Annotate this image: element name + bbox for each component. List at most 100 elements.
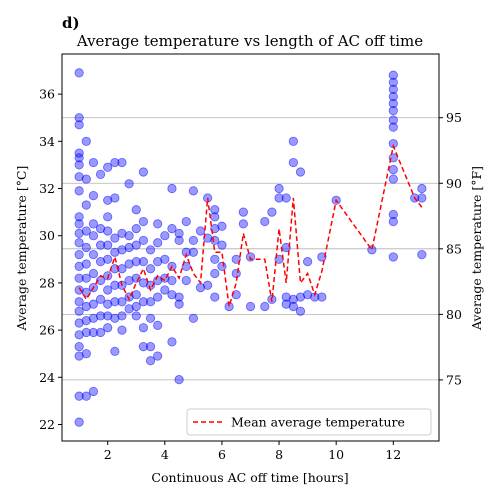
scatter-point-135 [174, 375, 184, 385]
x-tick-label-0: 2 [104, 447, 112, 462]
scatter-point-25 [81, 174, 91, 184]
scatter-point-41 [88, 249, 99, 260]
scatter-point-87 [124, 259, 134, 269]
scatter-point-20 [74, 342, 84, 352]
scatter-point-11 [74, 238, 84, 248]
scatter-point-192 [388, 70, 398, 80]
scatter-point-160 [231, 254, 241, 264]
scatter-point-122 [160, 254, 170, 264]
scatter-point-10 [74, 228, 84, 238]
y-right-tick-label-2: 85 [446, 241, 462, 256]
scatter-point-150 [210, 212, 220, 222]
scatter-point-147 [203, 233, 213, 243]
scatter-point-185 [303, 257, 313, 267]
scatter-point-64 [103, 299, 113, 309]
scatter-point-196 [388, 98, 398, 109]
scatter-point-118 [153, 292, 163, 302]
scatter-point-174 [281, 193, 291, 203]
y-right-tick-label-0: 75 [446, 372, 462, 387]
scatter-point-189 [317, 292, 327, 302]
scatter-point-24 [81, 136, 91, 146]
scatter-point-35 [81, 349, 91, 359]
scatter-point-19 [74, 330, 84, 340]
scatter-point-113 [145, 342, 156, 352]
scatter-point-82 [117, 311, 127, 321]
scatter-point-164 [238, 219, 248, 229]
scatter-point-209 [417, 193, 427, 203]
scatter-point-60 [103, 240, 113, 250]
scatter-point-166 [245, 301, 256, 312]
scatter-point-198 [388, 115, 398, 125]
scatter-point-125 [167, 183, 177, 194]
scatter-point-138 [181, 261, 191, 271]
scatter-point-148 [203, 280, 213, 290]
scatter-point-153 [210, 254, 220, 264]
scatter-point-144 [195, 226, 206, 236]
scatter-point-77 [117, 228, 127, 238]
scatter-point-76 [117, 157, 127, 168]
scatter-point-210 [417, 249, 427, 260]
scatter-point-94 [131, 257, 141, 267]
y-right-tick-label-4: 95 [446, 110, 462, 125]
y-axis-label-left: Average temperature [°C] [14, 166, 29, 332]
scatter-point-112 [145, 356, 156, 366]
scatter-point-37 [88, 157, 99, 168]
scatter-point-40 [88, 231, 99, 241]
scatter-point-205 [388, 216, 398, 227]
scatter-point-194 [388, 84, 398, 95]
scatter-point-131 [174, 228, 184, 238]
scatter-point-130 [167, 337, 177, 347]
scatter-point-97 [131, 301, 141, 312]
x-tick-label-3: 8 [275, 447, 283, 462]
scatter-point-168 [260, 301, 270, 312]
scatter-point-42 [88, 268, 99, 279]
scatter-point-72 [110, 280, 120, 290]
scatter-point-13 [74, 261, 84, 271]
x-tick-label-1: 4 [161, 447, 169, 462]
scatter-point-91 [131, 205, 141, 215]
scatter-point-181 [288, 301, 298, 312]
scatter-point-179 [288, 157, 298, 168]
scatter-point-54 [95, 311, 106, 321]
y-right-tick-label-1: 80 [446, 307, 462, 322]
scatter-point-157 [217, 240, 227, 250]
scatter-point-86 [124, 242, 134, 253]
scatter-point-99 [138, 167, 148, 177]
scatter-point-161 [231, 268, 241, 279]
scatter-point-100 [138, 216, 148, 227]
scatter-point-53 [95, 294, 106, 305]
x-tick-label-5: 12 [385, 447, 401, 462]
scatter-point-128 [167, 275, 177, 286]
scatter-point-204 [388, 209, 398, 220]
scatter-point-33 [81, 316, 91, 326]
scatter-point-56 [103, 162, 113, 172]
scatter-point-29 [81, 259, 91, 269]
scatter-point-83 [117, 325, 127, 335]
scatter-point-7 [74, 186, 84, 196]
scatter-point-141 [188, 235, 198, 246]
y-tick-label-0: 22 [39, 417, 55, 432]
y-tick-label-6: 34 [39, 134, 55, 149]
scatter-point-178 [288, 136, 298, 146]
scatter-point-183 [295, 292, 306, 302]
x-tick-label-2: 6 [218, 447, 226, 462]
scatter-point-26 [81, 200, 91, 210]
y-axis-label-right: Average temperature [°F] [469, 166, 484, 331]
scatter-point-23 [74, 417, 84, 427]
panel-label: d) [62, 14, 80, 32]
scatter-point-51 [95, 257, 106, 267]
scatter-point-115 [153, 238, 163, 248]
x-axis-label: Continuous AC off time [hours] [151, 470, 348, 485]
scatter-point-0 [74, 68, 84, 78]
scatter-point-78 [117, 245, 127, 255]
scatter-point-182 [295, 167, 306, 177]
scatter-point-163 [238, 207, 248, 217]
scatter-point-4 [74, 153, 84, 163]
scatter-point-22 [74, 391, 84, 401]
scatter-point-38 [88, 190, 99, 201]
scatter-point-126 [167, 224, 177, 234]
scatter-point-111 [145, 313, 156, 323]
scatter-point-55 [95, 327, 106, 338]
scatter-point-9 [74, 219, 84, 229]
